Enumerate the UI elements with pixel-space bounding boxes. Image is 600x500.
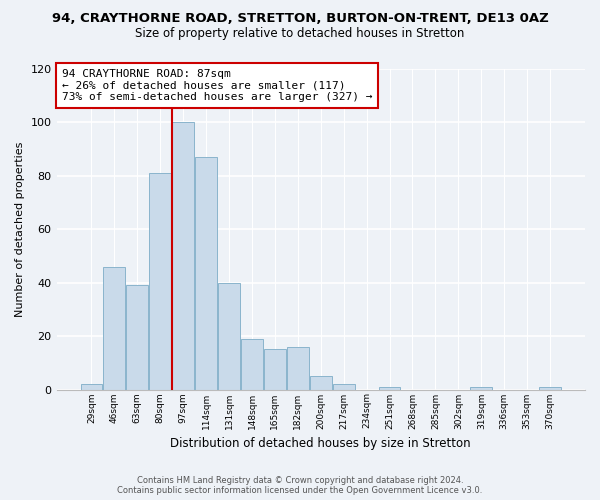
Bar <box>241 339 263 390</box>
Bar <box>264 350 286 390</box>
Text: Contains HM Land Registry data © Crown copyright and database right 2024.
Contai: Contains HM Land Registry data © Crown c… <box>118 476 482 495</box>
Bar <box>172 122 194 390</box>
X-axis label: Distribution of detached houses by size in Stretton: Distribution of detached houses by size … <box>170 437 471 450</box>
Bar <box>103 266 125 390</box>
Bar <box>470 387 492 390</box>
Bar <box>333 384 355 390</box>
Text: 94 CRAYTHORNE ROAD: 87sqm
← 26% of detached houses are smaller (117)
73% of semi: 94 CRAYTHORNE ROAD: 87sqm ← 26% of detac… <box>62 69 373 102</box>
Bar <box>539 387 561 390</box>
Bar <box>379 387 400 390</box>
Bar <box>149 173 171 390</box>
Bar <box>127 286 148 390</box>
Bar <box>218 282 240 390</box>
Bar <box>310 376 332 390</box>
Bar <box>195 157 217 390</box>
Bar <box>80 384 103 390</box>
Y-axis label: Number of detached properties: Number of detached properties <box>15 142 25 317</box>
Text: 94, CRAYTHORNE ROAD, STRETTON, BURTON-ON-TRENT, DE13 0AZ: 94, CRAYTHORNE ROAD, STRETTON, BURTON-ON… <box>52 12 548 26</box>
Text: Size of property relative to detached houses in Stretton: Size of property relative to detached ho… <box>136 28 464 40</box>
Bar <box>287 347 309 390</box>
